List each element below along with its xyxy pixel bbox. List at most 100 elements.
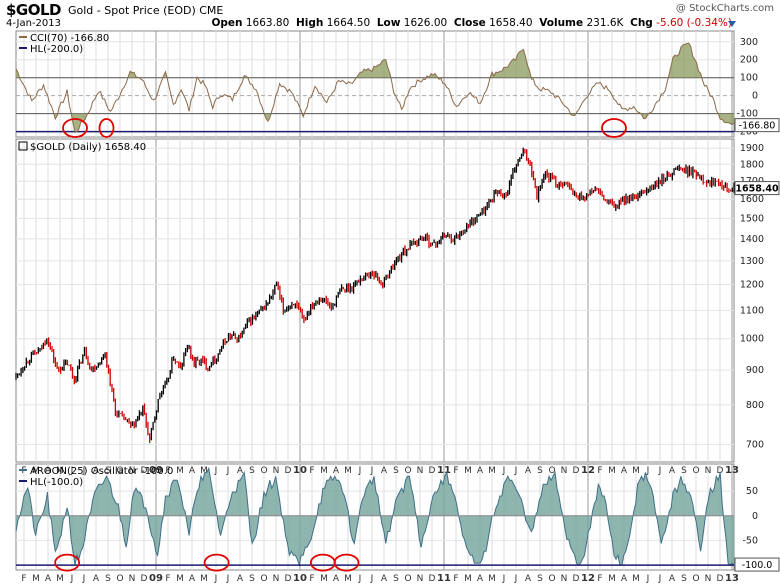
- aroon-x-tick-label: A: [93, 574, 100, 584]
- price-x-tick-label: O: [116, 466, 123, 476]
- aroon-x-tick-label: A: [333, 574, 340, 584]
- price-x-tick-label: D: [717, 466, 724, 476]
- price-panel-frame: [15, 138, 735, 463]
- open-label: Open: [211, 17, 243, 29]
- aroon-x-tick-label: J: [82, 574, 86, 584]
- low-label: Low: [376, 17, 401, 29]
- price-y-tick-label: 1600: [740, 194, 764, 205]
- watermark: @ StockCharts.com: [675, 3, 774, 14]
- cci-annotation-circle: [601, 118, 627, 138]
- aroon-annotation-circle: [333, 553, 360, 572]
- cci-overbought-fill: [16, 43, 734, 78]
- price-x-tick-label: A: [669, 466, 676, 476]
- aroon-x-tick-label: 13: [725, 573, 739, 584]
- chart-header: $GOLD Gold - Spot Price (EOD) CME 4-Jan-…: [0, 0, 780, 30]
- aroon-x-tick-label: M: [464, 574, 472, 584]
- price-x-tick-label: S: [537, 466, 543, 476]
- aroon-last-value: -100.0: [742, 560, 773, 571]
- price-x-tick-label: A: [189, 466, 196, 476]
- cci-y-tick-label: 200: [740, 55, 758, 66]
- aroon-x-tick-label: D: [717, 574, 724, 584]
- price-y-tick-label: 1300: [740, 256, 764, 267]
- aroon-hl-legend-label: HL(-100.0): [30, 477, 83, 488]
- price-x-tick-label: J: [658, 466, 662, 476]
- price-x-tick-label: M: [32, 466, 40, 476]
- aroon-x-tick-label: A: [525, 574, 532, 584]
- aroon-x-tick-label: A: [237, 574, 244, 584]
- price-x-tick-label: J: [214, 466, 218, 476]
- aroon-x-tick-label: J: [70, 574, 74, 584]
- aroon-x-tick-label: 09: [149, 573, 163, 584]
- price-y-tick-label: 800: [746, 400, 764, 411]
- price-y-tick-label: 900: [746, 365, 764, 376]
- aroon-x-tick-label: A: [621, 574, 628, 584]
- price-x-tick-label: O: [692, 466, 699, 476]
- price-x-tick-label: M: [632, 466, 640, 476]
- cci-annotation-circle: [98, 118, 115, 138]
- aroon-series-line: [15, 466, 735, 568]
- price-x-tick-label: N: [129, 466, 136, 476]
- open-value: 1663.80: [245, 17, 290, 29]
- price-x-tick-label: 12: [581, 465, 595, 476]
- aroon-x-tick-label: N: [129, 574, 136, 584]
- price-y-tick-label: 1000: [740, 334, 764, 345]
- price-x-tick-label: D: [429, 466, 436, 476]
- aroon-x-tick-label: N: [273, 574, 280, 584]
- close-value: 1658.40: [489, 17, 533, 29]
- aroon-x-tick-label: S: [249, 574, 255, 584]
- price-x-tick-label: D: [573, 466, 580, 476]
- price-x-tick-label: S: [105, 466, 111, 476]
- price-x-tick-label: A: [93, 466, 100, 476]
- aroon-x-tick-label: A: [669, 574, 676, 584]
- aroon-y-tick-label: -50: [742, 535, 758, 546]
- cci-hl-legend-label: HL(-200.0): [30, 44, 83, 55]
- low-value: 1626.00: [403, 17, 448, 29]
- aroon-x-tick-label: N: [561, 574, 568, 584]
- aroon-x-tick-label: S: [393, 574, 399, 584]
- aroon-y-tick-label: 0: [752, 511, 758, 522]
- price-x-tick-label: N: [561, 466, 568, 476]
- high-value: 1664.50: [326, 17, 371, 29]
- price-x-tick-label: O: [260, 466, 267, 476]
- price-x-tick-label: 13: [725, 465, 739, 476]
- price-y-tick-label: 700: [746, 440, 764, 451]
- price-x-tick-label: A: [381, 466, 388, 476]
- dropdown-triangle-icon[interactable]: [728, 21, 736, 27]
- aroon-annotation-circle: [203, 553, 230, 572]
- price-y-tick-label: 1900: [740, 143, 764, 154]
- aroon-x-tick-label: O: [404, 574, 411, 584]
- price-x-tick-label: F: [165, 466, 170, 476]
- aroon-legend-label: AROON(25) Oscillator -100.0: [30, 466, 173, 477]
- price-y-tick-label: 1500: [740, 213, 764, 224]
- price-x-tick-label: A: [237, 466, 244, 476]
- aroon-x-tick-label: M: [320, 574, 328, 584]
- cci-series-line: [15, 42, 735, 134]
- subtitle: Gold - Spot Price (EOD) CME: [68, 4, 224, 17]
- aroon-last-value-box: [734, 557, 780, 572]
- price-x-tick-label: J: [70, 466, 74, 476]
- aroon-x-tick-label: F: [21, 574, 26, 584]
- volume-label: Volume: [539, 17, 584, 29]
- aroon-x-tick-label: M: [56, 574, 64, 584]
- price-x-tick-label: A: [477, 466, 484, 476]
- aroon-x-tick-label: F: [165, 574, 170, 584]
- cci-annotation-circle: [62, 118, 88, 138]
- price-x-tick-label: M: [608, 466, 616, 476]
- close-label: Close: [453, 17, 486, 29]
- price-x-tick-label: J: [226, 466, 230, 476]
- price-x-tick-label: F: [597, 466, 602, 476]
- aroon-x-tick-label: S: [105, 574, 111, 584]
- price-y-tick-label: 1200: [740, 280, 764, 291]
- price-x-tick-label: S: [393, 466, 399, 476]
- aroon-x-tick-label: O: [260, 574, 267, 584]
- aroon-x-tick-label: 12: [581, 573, 595, 584]
- aroon-x-tick-label: M: [32, 574, 40, 584]
- price-x-tick-label: A: [333, 466, 340, 476]
- aroon-x-tick-label: 11: [437, 573, 451, 584]
- aroon-x-tick-label: M: [200, 574, 208, 584]
- cci-y-tick-label: -100: [736, 109, 758, 120]
- price-x-tick-label: J: [646, 466, 650, 476]
- price-x-tick-label: M: [464, 466, 472, 476]
